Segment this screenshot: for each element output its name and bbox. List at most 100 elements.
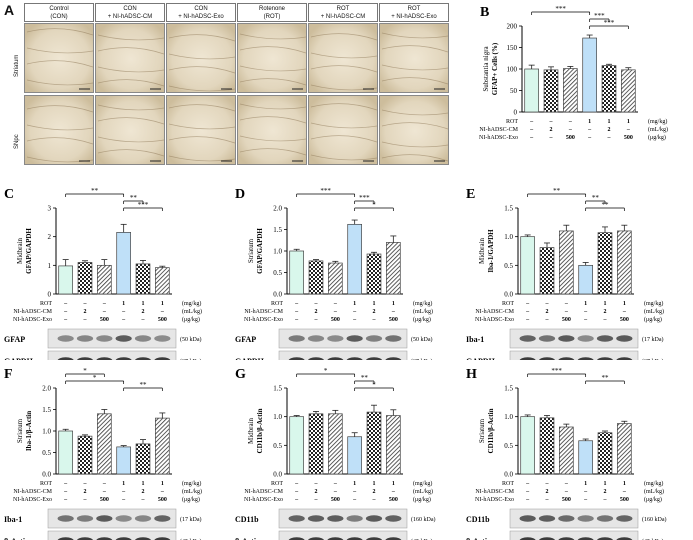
treatment-value: –: [160, 309, 165, 315]
significance-marker: *: [83, 367, 87, 375]
treatment-value: 2: [315, 309, 318, 315]
treatment-value: –: [583, 317, 588, 323]
blot-band: [134, 515, 152, 522]
y-axis-label-region: MidbrainCD11b/β-Actin: [247, 408, 264, 453]
bar: [135, 443, 151, 475]
y-axis-label-line1: Striatum: [247, 238, 255, 263]
bar: [58, 265, 73, 295]
blot-band: [327, 515, 344, 522]
treatment-value: 500: [331, 317, 340, 323]
y-tick-label: 2: [48, 233, 52, 241]
treatment-value: 1: [623, 481, 626, 487]
blot-band: [596, 335, 614, 342]
bar: [366, 253, 382, 295]
treatment-unit: (mg/kg): [413, 300, 432, 307]
column-header-line2: + NI-hADSC-Exo: [391, 14, 437, 20]
blot-band: [346, 357, 363, 360]
treatment-value: 1: [353, 481, 356, 487]
blot-band: [616, 335, 633, 342]
y-axis-label-region: StriatumGFAP/GAPDH: [247, 228, 264, 274]
blot-band: [154, 515, 171, 522]
treatment-value: –: [529, 135, 534, 141]
bar: [116, 232, 131, 295]
treatment-unit: (μg/kg): [644, 496, 662, 503]
blot-band: [115, 515, 132, 522]
y-axis-label-line2: GFAP+ Cells (%): [491, 42, 499, 95]
treatment-value: –: [333, 301, 338, 307]
blot-kda-label: (160 kDa): [411, 516, 436, 523]
bar: [347, 223, 362, 295]
micrograph-tile: [95, 95, 165, 165]
treatment-value: –: [102, 481, 107, 487]
micrograph-tile: [308, 95, 378, 165]
significance-marker: ***: [138, 201, 149, 209]
treatment-row-label: NI-hADSC-Exo: [479, 135, 518, 141]
treatment-value: –: [102, 309, 107, 315]
treatment-row-label: ROT: [502, 481, 514, 487]
treatment-value: –: [314, 317, 319, 323]
y-tick-label: 0: [48, 291, 52, 299]
y-axis-label-region: Substantia nigraGFAP+ Cells (%): [482, 42, 499, 95]
bar: [617, 423, 632, 475]
y-axis-label-line2: GFAP/GAPDH: [25, 228, 33, 274]
blot-band: [596, 357, 614, 360]
treatment-value: –: [529, 119, 534, 125]
blot-band: [538, 357, 556, 360]
treatment-unit: (mL/kg): [644, 488, 664, 495]
treatment-value: 1: [161, 301, 164, 307]
blot-band: [577, 335, 594, 342]
treatment-value: –: [622, 489, 627, 495]
treatment-value: 500: [389, 497, 398, 503]
blot-band: [76, 335, 94, 342]
treatment-row-label: NI-hADSC-Exo: [13, 317, 52, 323]
column-header-line1: CON: [123, 6, 137, 12]
y-axis-label-region: StriatumIba-1/β-Actin: [16, 411, 33, 451]
y-axis-label-region: MidbrainIba-1/GAPDH: [478, 229, 495, 273]
bar: [347, 436, 362, 475]
treatment-value: –: [102, 301, 107, 307]
blot-protein-label: GAPDH: [4, 357, 34, 360]
column-header-line1: ROT: [336, 6, 350, 12]
micrograph-tile: [379, 23, 449, 93]
bar: [597, 432, 613, 475]
column-header-line2: (CON): [50, 14, 68, 20]
treatment-value: –: [603, 317, 608, 323]
panel-a-column-header: Rotenone (ROT): [237, 3, 307, 22]
blot-band: [115, 357, 132, 360]
bar: [543, 69, 559, 113]
treatment-value: –: [294, 309, 299, 315]
bar: [559, 230, 574, 295]
blot-band: [365, 515, 383, 522]
bar: [328, 262, 343, 295]
significance-marker: *: [93, 374, 97, 382]
blot-band: [57, 335, 74, 342]
bar: [155, 417, 170, 475]
treatment-value: –: [525, 489, 530, 495]
treatment-value: –: [583, 309, 588, 315]
treatment-value: –: [564, 309, 569, 315]
blot-band: [327, 357, 344, 360]
treatment-value: 2: [84, 489, 87, 495]
treatment-value: 1: [392, 301, 395, 307]
treatment-value: 2: [546, 309, 549, 315]
treatment-row-label: NI-hADSC-CM: [13, 309, 52, 315]
treatment-value: –: [352, 317, 357, 323]
significance-marker: ***: [604, 19, 615, 27]
y-tick-label: 1.0: [504, 413, 513, 421]
blot-band: [307, 357, 325, 360]
significance-marker: **: [602, 374, 610, 382]
treatment-value: 500: [562, 317, 571, 323]
column-header-line1: Control: [49, 6, 69, 12]
treatment-unit: (mL/kg): [648, 126, 668, 133]
treatment-unit: (μg/kg): [644, 316, 662, 323]
treatment-value: 1: [584, 481, 587, 487]
blot-band: [327, 335, 344, 342]
treatment-unit: (mL/kg): [644, 308, 664, 315]
treatment-unit: (mg/kg): [648, 118, 667, 125]
blot-protein-label: CD11b: [235, 515, 259, 524]
treatment-row-label: NI-hADSC-CM: [244, 309, 283, 315]
blot-band: [385, 335, 402, 342]
treatment-value: –: [83, 497, 88, 503]
bar: [77, 435, 93, 475]
